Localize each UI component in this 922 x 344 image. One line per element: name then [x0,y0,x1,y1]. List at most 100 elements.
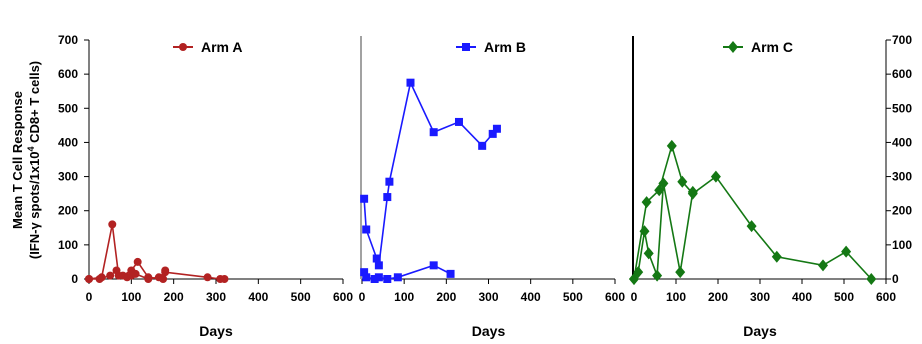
x-tick-label-0-2: 200 [164,290,184,304]
data-point-1-1-7 [446,269,455,278]
y-tick-label-right-5: 500 [892,101,912,115]
x-tick-label-2-0: 0 [631,290,638,304]
x-tick-label-1-0: 0 [359,290,366,304]
x-tick-label-2-4: 400 [792,290,812,304]
data-point-1-0-7 [429,128,438,137]
data-point-0-0-2 [108,220,117,229]
data-point-2-0-8 [771,250,782,263]
data-point-1-1-3 [374,273,383,282]
data-point-0-0-10 [203,273,212,282]
x-tick-label-1-2: 200 [436,290,456,304]
data-point-0-1-2 [106,271,115,280]
data-point-2-1-5 [658,177,669,190]
x-tick-label-2-6: 600 [876,290,896,304]
y-tick-label-right-2: 200 [892,204,912,218]
data-point-2-0-6 [710,170,721,183]
data-point-0-1-9 [161,266,170,275]
x-tick-label-0-4: 400 [248,290,268,304]
x-tick-label-1-1: 100 [394,290,414,304]
data-point-0-1-7 [144,273,153,282]
legend-marker-0 [179,43,187,51]
data-point-2-1-3 [643,247,654,260]
x-tick-label-1-5: 500 [563,290,583,304]
data-point-2-0-7 [746,220,757,233]
data-point-2-0-4 [677,175,688,188]
data-point-1-0-9 [478,141,487,150]
y-tick-label-left-7: 700 [58,33,78,47]
data-point-2-1-4 [652,269,663,282]
y-tick-label-right-7: 700 [892,33,912,47]
y-tick-label-left-2: 200 [58,204,78,218]
data-point-1-0-11 [492,124,501,133]
data-point-1-0-1 [362,225,371,234]
data-point-1-1-5 [393,273,402,282]
y-tick-label-left-3: 300 [58,170,78,184]
y-tick-label-left-6: 600 [58,67,78,81]
y-tick-label-right-6: 600 [892,67,912,81]
y-axis-title-2: (IFN-γ spots/1x104 CD8+ T cells) [26,61,42,259]
y-axis-title-line2: (IFN-γ spots/1x10 [27,151,42,259]
x-tick-label-0-6: 600 [333,290,353,304]
x-tick-label-1-4: 400 [521,290,541,304]
y-tick-label-left-1: 100 [58,238,78,252]
x-tick-label-0-5: 500 [291,290,311,304]
data-point-1-0-3 [374,261,383,270]
data-point-1-0-0 [360,194,369,203]
legend-label-0: Arm A [201,39,243,55]
data-point-0-1-4 [118,271,127,280]
y-axis-title-sup: 4 [26,146,36,151]
data-point-0-0-12 [220,275,229,283]
series-line-2-1 [633,183,694,280]
x-tick-label-0-1: 100 [121,290,141,304]
data-point-1-0-2 [372,254,381,263]
data-point-1-1-4 [383,275,392,283]
data-point-2-1-6 [675,266,686,279]
x-tick-label-0-3: 300 [206,290,226,304]
data-point-0-1-0 [85,275,93,283]
data-point-0-1-1 [95,275,104,283]
data-point-1-1-0 [360,268,369,277]
data-point-2-0-10 [841,245,852,258]
data-point-2-0-1 [641,196,652,209]
x-tick-label-2-2: 200 [708,290,728,304]
x-tick-label-0-0: 0 [86,290,93,304]
series-line-0-1 [89,260,166,280]
y-tick-label-left-4: 400 [58,135,78,149]
legend-marker-2 [728,41,738,53]
data-point-2-0-11 [866,273,877,285]
data-point-0-1-5 [127,266,136,275]
x-tick-label-1-6: 600 [605,290,625,304]
x-tick-label-2-3: 300 [750,290,770,304]
data-point-1-0-10 [488,129,497,138]
data-point-0-1-3 [112,266,121,275]
legend-marker-1 [462,43,470,51]
y-axis-title: Mean T Cell Response [10,91,25,229]
legend-label-1: Arm B [484,39,526,55]
data-point-2-0-3 [666,139,677,152]
y-tick-label-right-4: 400 [892,135,912,149]
x-tick-label-2-1: 100 [666,290,686,304]
data-point-2-1-2 [639,225,650,238]
data-point-1-0-5 [385,177,394,186]
legend-label-2: Arm C [751,39,793,55]
y-tick-label-left-5: 500 [58,101,78,115]
data-point-1-0-8 [454,117,463,126]
series-line-0-0 [88,224,225,280]
data-point-0-1-8 [159,275,168,283]
series-line-1-0 [363,80,498,266]
data-point-2-1-1 [633,266,644,279]
y-axis-title-line1: Mean T Cell Response [10,91,25,229]
y-tick-label-right-0: 0 [892,272,899,286]
y-tick-label-left-0: 0 [71,272,78,286]
data-point-1-1-2 [370,275,379,283]
x-axis-title-0: Days [199,323,233,339]
y-axis-title-line2-end: CD8+ T cells) [27,61,42,147]
data-point-2-1-7 [687,185,698,198]
x-tick-label-1-3: 300 [478,290,498,304]
data-point-1-0-6 [406,78,415,87]
data-point-1-0-4 [383,193,392,202]
data-point-2-0-9 [818,259,828,272]
data-point-1-1-1 [362,273,371,282]
